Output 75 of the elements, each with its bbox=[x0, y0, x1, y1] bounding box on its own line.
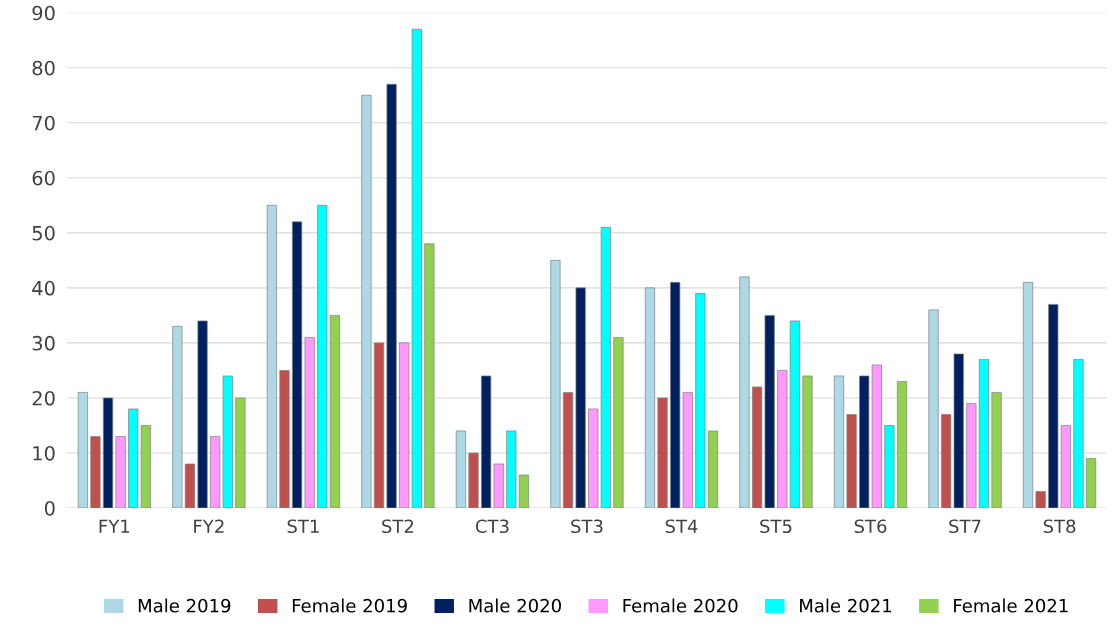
bar bbox=[235, 397, 246, 508]
bar bbox=[789, 320, 800, 508]
y-tick-label: 80 bbox=[32, 60, 55, 76]
bar bbox=[896, 381, 908, 508]
bar bbox=[386, 83, 397, 508]
bar bbox=[550, 260, 561, 508]
bar bbox=[1085, 458, 1097, 508]
x-tick-label: ST7 bbox=[949, 519, 981, 534]
x-tick-label: FY1 bbox=[99, 519, 130, 533]
x-tick-label: ST4 bbox=[665, 519, 698, 534]
bar bbox=[468, 452, 479, 508]
bar bbox=[613, 337, 624, 508]
bar bbox=[518, 474, 530, 508]
y-tick-label: 60 bbox=[32, 170, 55, 186]
bar bbox=[833, 375, 845, 508]
x-tick-label: ST5 bbox=[760, 519, 792, 534]
bar bbox=[304, 337, 315, 508]
bar bbox=[424, 243, 435, 508]
bar bbox=[361, 94, 372, 508]
y-tick-label: 70 bbox=[32, 115, 55, 131]
y-tick-label: 40 bbox=[32, 280, 55, 296]
bar bbox=[292, 221, 303, 508]
bar bbox=[966, 403, 977, 508]
y-tick-label: 90 bbox=[32, 5, 55, 21]
bar bbox=[77, 392, 88, 508]
bar bbox=[802, 375, 813, 508]
legend-label: Male 2019 bbox=[138, 598, 231, 613]
bar bbox=[279, 370, 290, 508]
bar bbox=[764, 315, 775, 508]
bar bbox=[506, 430, 517, 508]
bar bbox=[752, 386, 763, 508]
y-tick-label: 10 bbox=[33, 445, 55, 461]
y-tick-label: 20 bbox=[32, 390, 55, 406]
bar bbox=[1035, 491, 1046, 508]
bar bbox=[115, 436, 126, 508]
x-tick-label: ST6 bbox=[854, 519, 887, 534]
legend-label: Male 2020 bbox=[469, 598, 561, 613]
x-tick-label: ST8 bbox=[1043, 519, 1076, 534]
bar bbox=[90, 436, 101, 508]
legend-label: Female 2020 bbox=[623, 598, 738, 613]
x-tick-label: ST2 bbox=[382, 519, 414, 534]
y-tick-label: 50 bbox=[32, 225, 55, 241]
legend-label: Female 2019 bbox=[292, 598, 407, 613]
bar bbox=[172, 326, 183, 508]
bar bbox=[991, 392, 1002, 508]
bar bbox=[266, 204, 277, 508]
bar bbox=[884, 425, 895, 508]
bar bbox=[575, 287, 586, 508]
bar bbox=[1073, 359, 1084, 508]
y-tick-label: 0 bbox=[44, 500, 55, 516]
bar bbox=[777, 370, 788, 508]
bar bbox=[373, 342, 385, 508]
bar bbox=[329, 315, 340, 508]
bar bbox=[657, 397, 668, 508]
bar bbox=[1022, 282, 1034, 508]
bar bbox=[562, 392, 574, 508]
bar bbox=[928, 309, 939, 508]
x-tick-label: FY2 bbox=[194, 519, 224, 533]
x-tick-label: ST1 bbox=[287, 519, 319, 534]
x-tick-label: CT3 bbox=[475, 519, 509, 534]
bar bbox=[978, 359, 990, 508]
bar bbox=[317, 204, 328, 508]
bar bbox=[184, 463, 196, 508]
bar bbox=[455, 430, 466, 508]
bar bbox=[695, 293, 706, 508]
bar bbox=[197, 320, 208, 508]
legend-label: Male 2021 bbox=[800, 598, 892, 613]
bar bbox=[846, 414, 857, 508]
legend-label: Female 2021 bbox=[954, 598, 1068, 613]
bar bbox=[102, 397, 114, 508]
x-tick-label: ST3 bbox=[571, 519, 603, 534]
bar bbox=[739, 276, 750, 508]
bar bbox=[707, 430, 719, 508]
y-tick-label: 30 bbox=[32, 335, 55, 351]
bar bbox=[644, 287, 656, 508]
